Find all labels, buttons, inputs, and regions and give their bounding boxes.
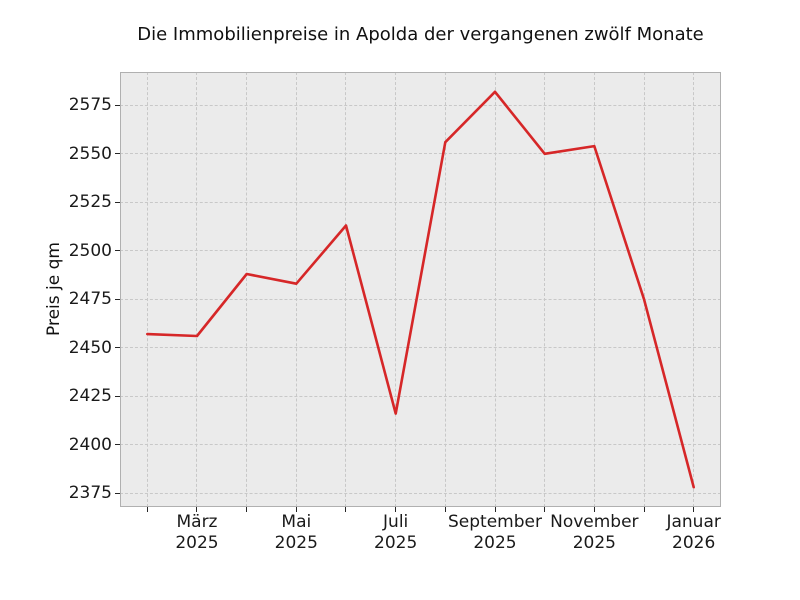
x-tick-label-year: 2025: [572, 533, 616, 553]
y-gridline: [120, 347, 721, 349]
x-tick-mark: [643, 507, 645, 512]
y-gridline: [120, 444, 721, 446]
x-tick-label-year: 2025: [473, 533, 517, 553]
x-tick-label-year: 2025: [175, 533, 219, 553]
y-gridline: [120, 492, 721, 494]
y-tick-mark: [115, 444, 120, 446]
y-tick-label: 2400: [68, 434, 112, 455]
y-tick-mark: [115, 201, 120, 203]
y-tick-mark: [115, 347, 120, 349]
x-gridline: [643, 72, 645, 507]
x-tick-label-month: September: [448, 512, 542, 532]
x-tick-mark: [345, 507, 347, 512]
x-gridline: [693, 72, 695, 507]
x-tick-mark: [593, 507, 595, 512]
y-gridline: [120, 250, 721, 252]
y-tick-mark: [115, 395, 120, 397]
x-tick-label-month: Januar: [666, 512, 721, 532]
x-tick-label-year: 2025: [374, 533, 418, 553]
x-tick-label-month: November: [550, 512, 639, 532]
x-gridline: [196, 72, 198, 507]
price-line-series: [145, 90, 696, 489]
x-gridline: [345, 72, 347, 507]
price-line-chart: [145, 90, 696, 489]
x-tick-label-year: 2025: [274, 533, 318, 553]
x-tick-mark: [693, 507, 695, 512]
x-gridline: [544, 72, 546, 507]
y-tick-label: 2550: [68, 143, 112, 164]
x-tick-label: November 2025: [529, 512, 659, 554]
x-tick-label-month: Juli: [383, 512, 409, 532]
y-gridline: [120, 298, 721, 300]
x-gridline: [444, 72, 446, 507]
x-gridline: [295, 72, 297, 507]
y-tick-mark: [115, 298, 120, 300]
x-tick-mark: [395, 507, 397, 512]
x-tick-label-month: März: [176, 512, 218, 532]
x-tick-label: Januar 2026: [629, 512, 759, 554]
x-tick-mark: [494, 507, 496, 512]
x-tick-mark: [146, 507, 148, 512]
x-gridline: [494, 72, 496, 507]
x-tick-mark: [444, 507, 446, 512]
plot-area: [120, 72, 721, 507]
x-tick-label: März 2025: [132, 512, 262, 554]
y-tick-label: 2525: [68, 192, 112, 213]
y-tick-label: 2375: [68, 483, 112, 504]
x-gridline: [395, 72, 397, 507]
y-tick-label: 2425: [68, 386, 112, 407]
x-tick-label: Mai 2025: [231, 512, 361, 554]
x-tick-mark: [196, 507, 198, 512]
x-tick-mark: [246, 507, 248, 512]
y-gridline: [120, 153, 721, 155]
y-gridline: [120, 201, 721, 203]
x-gridline: [593, 72, 595, 507]
y-gridline: [120, 104, 721, 106]
y-gridline: [120, 395, 721, 397]
x-tick-mark: [544, 507, 546, 512]
x-tick-label: September 2025: [430, 512, 560, 554]
y-tick-mark: [115, 153, 120, 155]
y-tick-mark: [115, 492, 120, 494]
x-tick-label-year: 2026: [672, 533, 716, 553]
y-tick-mark: [115, 250, 120, 252]
y-tick-label: 2475: [68, 289, 112, 310]
x-gridline: [146, 72, 148, 507]
chart-title: Die Immobilienpreise in Apolda der verga…: [137, 24, 704, 45]
y-tick-label: 2450: [68, 337, 112, 358]
y-tick-mark: [115, 104, 120, 106]
x-gridline: [246, 72, 248, 507]
y-tick-label: 2575: [68, 95, 112, 116]
x-tick-label-month: Mai: [281, 512, 312, 532]
x-tick-mark: [295, 507, 297, 512]
x-tick-label: Juli 2025: [331, 512, 461, 554]
y-tick-label: 2500: [68, 240, 112, 261]
